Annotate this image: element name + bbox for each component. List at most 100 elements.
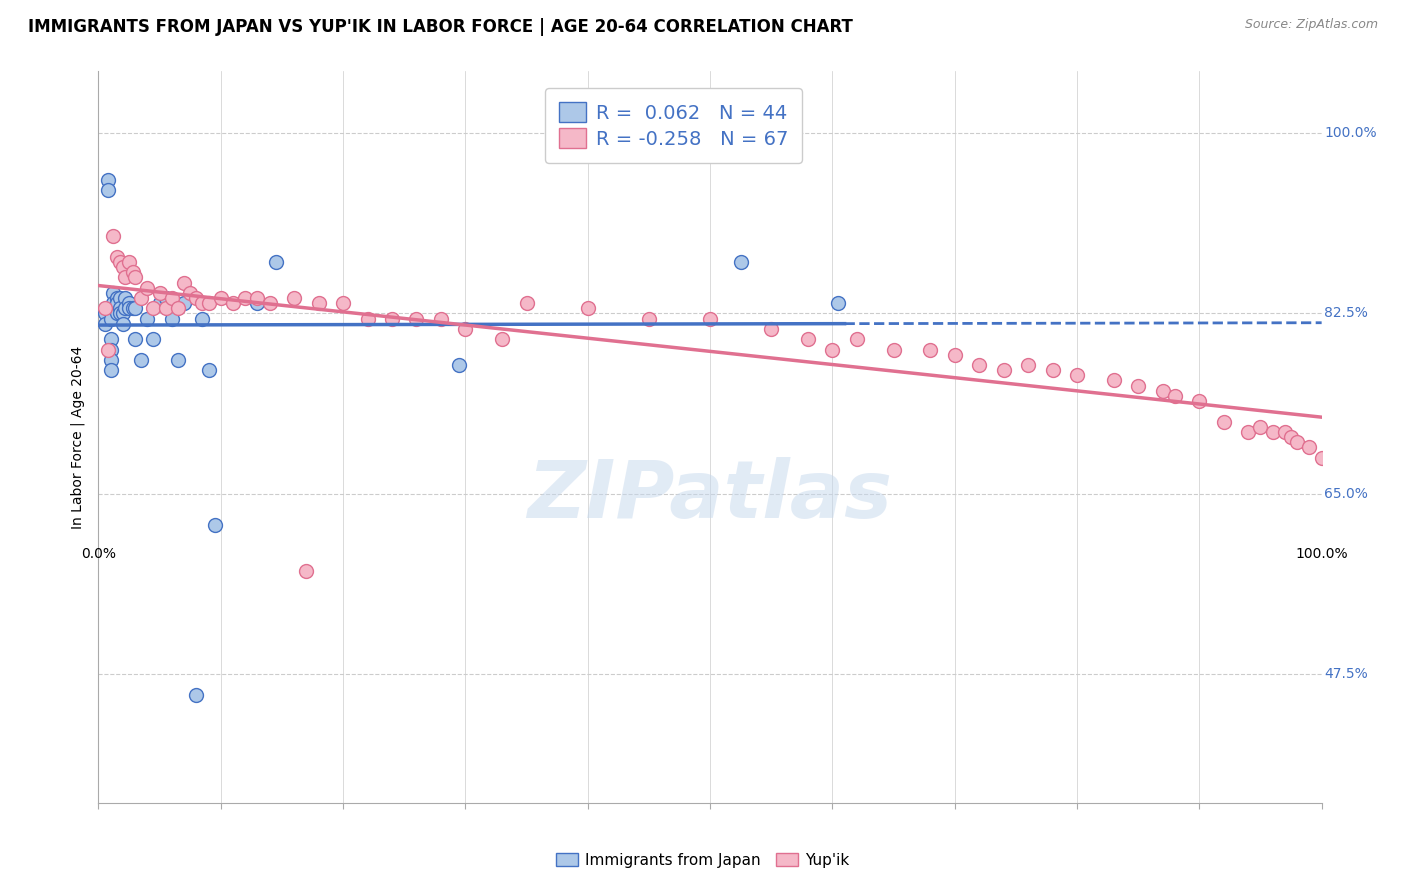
Point xyxy=(1042,363,1064,377)
Point xyxy=(129,352,152,367)
Point xyxy=(155,301,177,316)
Point xyxy=(114,291,136,305)
Point xyxy=(1279,430,1302,444)
Point xyxy=(101,229,124,244)
Point xyxy=(1212,415,1234,429)
Point xyxy=(114,270,136,285)
Point xyxy=(110,301,132,316)
Point xyxy=(124,332,146,346)
Point xyxy=(129,291,152,305)
Point xyxy=(136,311,159,326)
Point xyxy=(967,358,990,372)
Point xyxy=(101,296,124,310)
Point xyxy=(149,296,172,310)
Point xyxy=(993,363,1015,377)
Point xyxy=(449,358,471,372)
Point xyxy=(149,285,172,300)
Point xyxy=(105,250,128,264)
Point xyxy=(920,343,942,357)
Point xyxy=(308,296,330,310)
Point xyxy=(761,322,783,336)
Point xyxy=(118,296,141,310)
Point xyxy=(111,317,134,331)
Point xyxy=(259,296,281,310)
Point xyxy=(1261,425,1284,439)
Point xyxy=(1298,441,1320,455)
Point xyxy=(222,296,245,310)
Point xyxy=(405,311,427,326)
Point xyxy=(173,296,195,310)
Point xyxy=(173,276,195,290)
Point xyxy=(246,291,269,305)
Point xyxy=(121,301,143,316)
Point xyxy=(105,291,128,305)
Point xyxy=(943,348,966,362)
Point xyxy=(110,255,132,269)
Text: 65.0%: 65.0% xyxy=(1324,487,1368,500)
Point xyxy=(821,343,844,357)
Point xyxy=(197,296,219,310)
Point xyxy=(827,296,849,310)
Point xyxy=(100,301,122,316)
Point xyxy=(186,291,208,305)
Text: ZIPatlas: ZIPatlas xyxy=(527,457,893,534)
Legend: Immigrants from Japan, Yup'ik: Immigrants from Japan, Yup'ik xyxy=(548,845,858,875)
Point xyxy=(160,291,183,305)
Point xyxy=(883,343,905,357)
Point xyxy=(105,296,128,310)
Point xyxy=(209,291,232,305)
Legend: R =  0.062   N = 44, R = -0.258   N = 67: R = 0.062 N = 44, R = -0.258 N = 67 xyxy=(546,88,801,162)
Point xyxy=(97,183,120,197)
Point xyxy=(111,260,134,274)
Point xyxy=(1286,435,1309,450)
Point xyxy=(797,332,820,346)
Point xyxy=(246,296,269,310)
Point xyxy=(100,332,122,346)
Point xyxy=(233,291,256,305)
Point xyxy=(1017,358,1039,372)
Point xyxy=(1152,384,1174,398)
Text: 82.5%: 82.5% xyxy=(1324,307,1368,320)
Point xyxy=(110,306,132,320)
Point xyxy=(100,352,122,367)
Point xyxy=(1237,425,1260,439)
Point xyxy=(332,296,354,310)
Point xyxy=(121,265,143,279)
Point xyxy=(454,322,477,336)
Point xyxy=(179,285,201,300)
Point xyxy=(1310,450,1333,465)
Point xyxy=(160,311,183,326)
Text: 47.5%: 47.5% xyxy=(1324,667,1368,681)
Point xyxy=(576,301,599,316)
Point xyxy=(155,291,177,305)
Point xyxy=(93,306,115,320)
Point xyxy=(283,291,305,305)
Point xyxy=(1128,378,1150,392)
Point xyxy=(100,343,122,357)
Point xyxy=(1274,425,1296,439)
Point xyxy=(1102,373,1125,387)
Point xyxy=(491,332,513,346)
Text: 100.0%: 100.0% xyxy=(1295,547,1348,561)
Point xyxy=(430,311,453,326)
Point xyxy=(1188,394,1211,409)
Text: Source: ZipAtlas.com: Source: ZipAtlas.com xyxy=(1244,18,1378,31)
Point xyxy=(186,688,208,702)
Point xyxy=(515,296,537,310)
Point xyxy=(97,172,120,186)
Point xyxy=(110,291,132,305)
Point xyxy=(105,306,128,320)
Point xyxy=(124,270,146,285)
Text: 0.0%: 0.0% xyxy=(82,547,115,561)
Point xyxy=(167,352,190,367)
Point xyxy=(204,517,226,532)
Point xyxy=(191,296,214,310)
Point xyxy=(1249,419,1271,434)
Point xyxy=(295,564,318,578)
Point xyxy=(197,363,219,377)
Point xyxy=(730,255,752,269)
Text: IMMIGRANTS FROM JAPAN VS YUP'IK IN LABOR FORCE | AGE 20-64 CORRELATION CHART: IMMIGRANTS FROM JAPAN VS YUP'IK IN LABOR… xyxy=(28,18,853,36)
Point xyxy=(1164,389,1187,403)
Point xyxy=(114,301,136,316)
Point xyxy=(264,255,287,269)
